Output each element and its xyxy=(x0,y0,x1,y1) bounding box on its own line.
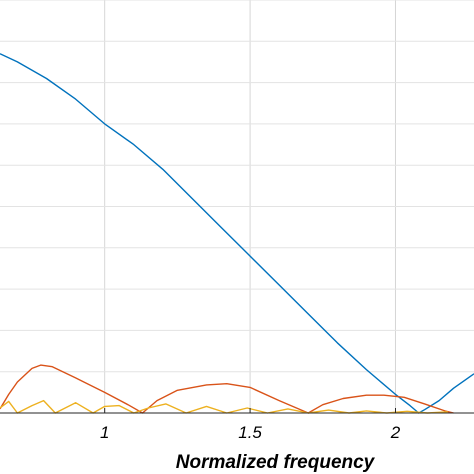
x-tick-label-0: 1 xyxy=(100,423,109,442)
grid xyxy=(0,0,474,414)
series-line-0 xyxy=(0,53,474,414)
tick-labels: 1 1.5 2 xyxy=(100,423,401,442)
series-line-1 xyxy=(0,364,454,414)
x-axis-label: Normalized frequency xyxy=(176,452,376,473)
x-tick-label-1: 1.5 xyxy=(238,423,262,442)
x-tick-label-2: 2 xyxy=(390,423,401,442)
axes xyxy=(0,408,474,414)
